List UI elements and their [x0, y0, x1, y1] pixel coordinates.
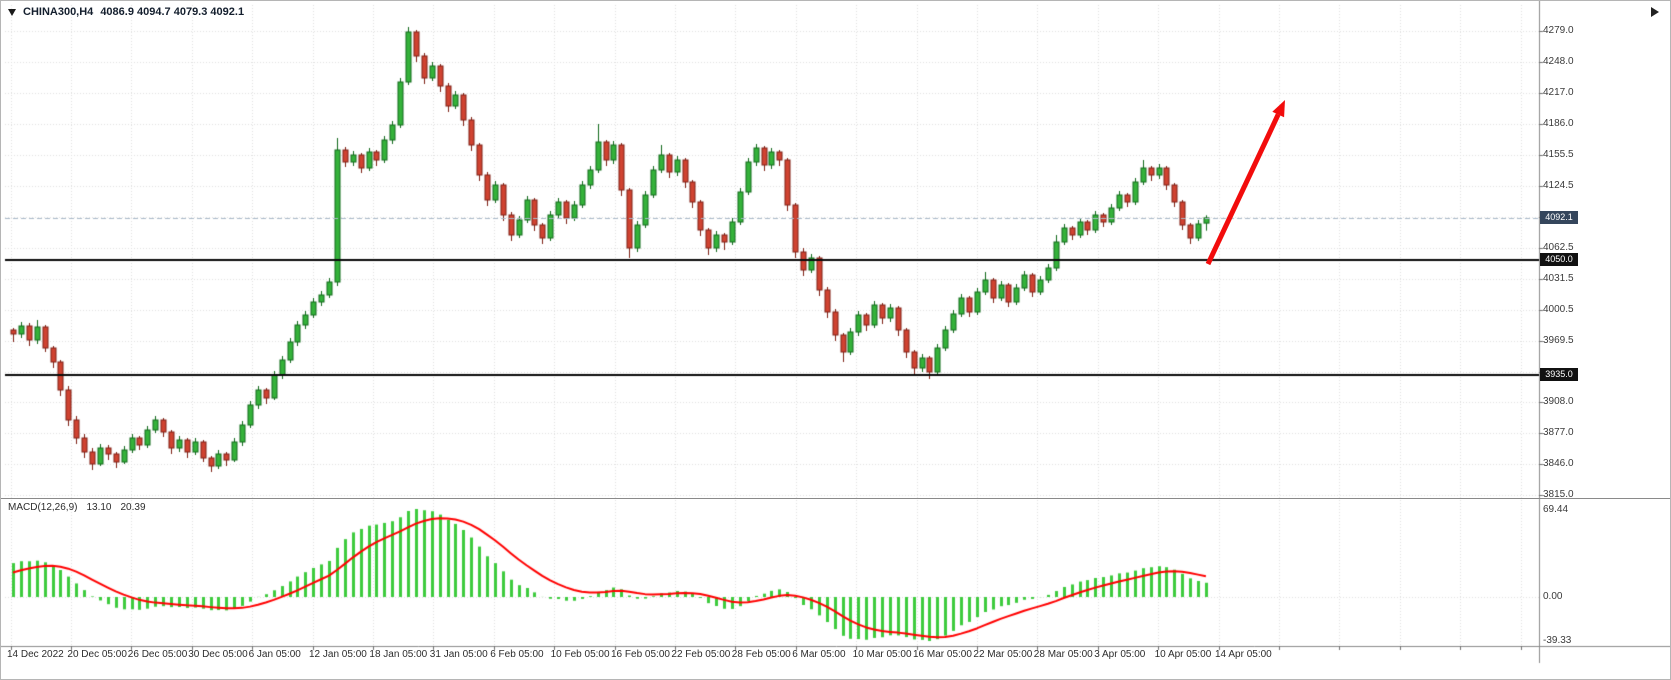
macd-signal-value: 20.39: [120, 502, 146, 513]
macd-indicator-legend: MACD(12,26,9) 13.10 20.39: [8, 502, 146, 513]
panel-separator[interactable]: [1, 498, 1670, 499]
chart-legend: CHINA300,H4 4086.9 4094.7 4079.3 4092.1: [8, 6, 244, 18]
scroll-end-marker-icon[interactable]: [1651, 7, 1659, 17]
macd-label: MACD(12,26,9): [8, 502, 78, 513]
symbol-marker-icon: [8, 8, 16, 16]
macd-main-value: 13.10: [86, 502, 112, 513]
symbol-timeframe-label: CHINA300,H4: [23, 6, 94, 18]
ohlc-values: 4086.9 4094.7 4079.3 4092.1: [100, 6, 245, 18]
